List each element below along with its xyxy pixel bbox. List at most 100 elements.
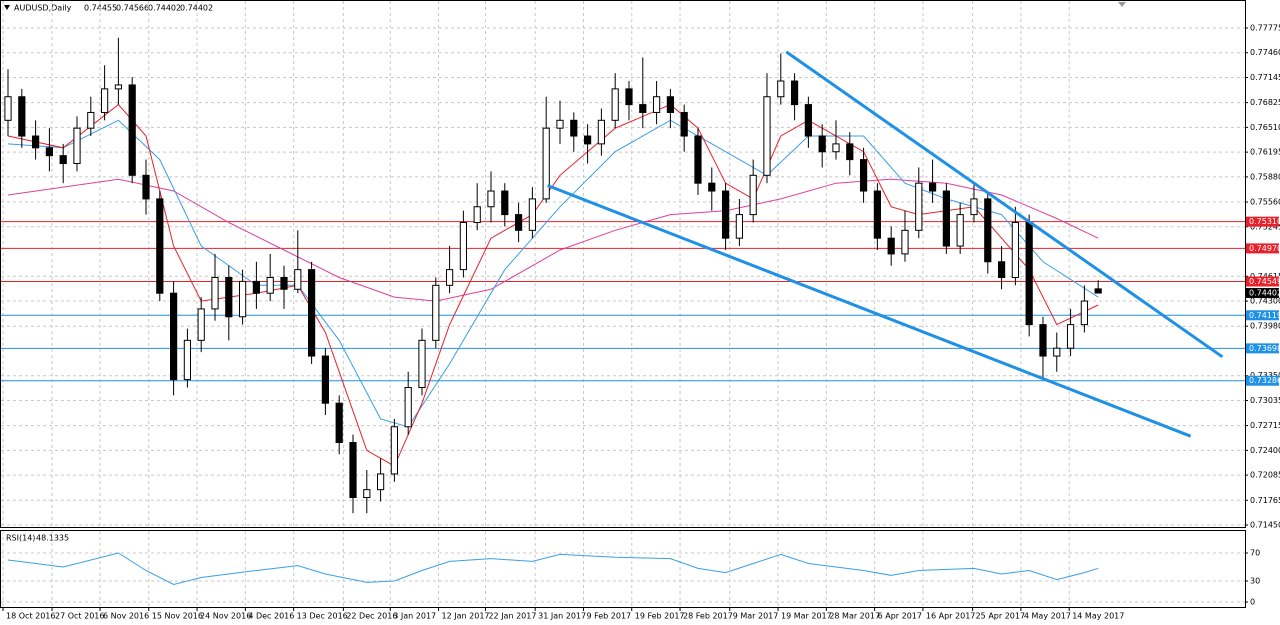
level-tag (1246, 343, 1279, 354)
y-tick-label: 0.77460 (1250, 48, 1280, 57)
candle-body (4, 96, 12, 121)
candle-body (763, 96, 771, 176)
candle-body (294, 269, 302, 290)
candle-body (970, 198, 978, 216)
candle-body (169, 292, 178, 381)
indicator-panel (0, 530, 1246, 608)
candle-body (459, 221, 467, 271)
candle-body (997, 261, 1006, 278)
candle-body (73, 127, 81, 165)
x-tick-label: 31 Jan 2017 (538, 612, 586, 621)
candle-body (445, 269, 454, 286)
x-tick-label: 3 Jan 2017 (393, 612, 436, 621)
candle-body (59, 155, 67, 165)
candle-body (708, 182, 716, 192)
candle-body (114, 84, 123, 90)
y-tick-label: 0.76195 (1250, 148, 1280, 157)
candle-body (100, 88, 109, 113)
y-tick-label: 0.71450 (1250, 521, 1280, 530)
price-tag-label: 0.74402 (1249, 289, 1280, 298)
candle-body (1053, 347, 1061, 357)
y-tick-label: 0.72715 (1250, 421, 1280, 430)
x-tick-label: 15 Nov 2016 (152, 612, 203, 621)
candle-body (528, 198, 536, 231)
moving-average (7, 178, 1099, 302)
x-tick-label: 24 Nov 2016 (200, 612, 251, 621)
candle-body (335, 402, 343, 444)
x-tick-label: 6 Nov 2016 (103, 612, 149, 621)
level-tag (1246, 216, 1279, 227)
x-tick-label: 19 Feb 2017 (635, 612, 685, 621)
y-tick-label: 0.75560 (1250, 198, 1280, 207)
level-tag (1246, 375, 1279, 386)
candle-body (1039, 324, 1047, 357)
candle-body (418, 339, 426, 388)
candle-body (915, 182, 923, 231)
candle-body (307, 269, 316, 357)
candle-body (390, 426, 398, 475)
candle-body (542, 127, 550, 200)
y-tick-label: 0.76825 (1250, 98, 1280, 107)
x-tick-label: 16 Apr 2017 (926, 612, 975, 621)
candle-body (432, 284, 440, 341)
candle-body (156, 198, 164, 294)
indicator-value: 48.1335 (36, 534, 69, 543)
menu-arrow[interactable] (4, 5, 10, 10)
indicator-line (7, 552, 1099, 586)
candle-body (321, 355, 329, 404)
candle-body (128, 84, 136, 176)
trendline (547, 184, 1192, 438)
x-tick-label: 9 Mar 2017 (733, 612, 779, 621)
x-tick-label: 28 Feb 2017 (683, 612, 733, 621)
y-tick-label: 0.77775 (1250, 23, 1280, 32)
candle-body (31, 135, 40, 149)
candle-body (666, 96, 674, 113)
candle-body (790, 80, 799, 106)
y-tick-label: 0.73980 (1250, 322, 1280, 331)
candle-body (680, 111, 688, 137)
x-tick-label: 4 May 2017 (1024, 612, 1071, 621)
y-tick-label: 0.76510 (1250, 123, 1280, 132)
candle-body (514, 214, 523, 231)
candle-body (873, 190, 881, 239)
candle-body (956, 214, 964, 247)
candle-body (887, 237, 895, 255)
indicator-title: RSI(14) (6, 534, 35, 543)
candle-body (749, 174, 757, 216)
candle-body (832, 143, 840, 153)
x-tick-label: 22 Jan 2017 (488, 612, 536, 621)
candle-body (625, 88, 633, 106)
candle-body (142, 174, 150, 200)
x-tick-label: 22 Dec 2016 (346, 612, 397, 621)
x-tick-label: 9 Feb 2017 (586, 612, 631, 621)
trendline (785, 50, 1224, 359)
level-tag (1246, 310, 1279, 321)
y-tick-label: 0.75880 (1250, 172, 1280, 181)
candle-body (501, 190, 509, 216)
candle-body (349, 442, 357, 499)
candle-body (1080, 300, 1088, 326)
candle-body (611, 88, 619, 121)
candle-body (363, 489, 371, 499)
x-tick-label: 6 Apr 2017 (878, 612, 922, 621)
x-tick-label: 25 Apr 2017 (976, 612, 1025, 621)
candle-body (652, 96, 661, 113)
x-tick-label: 12 Jan 2017 (442, 612, 490, 621)
candle-body (735, 214, 743, 239)
candle-body (597, 119, 605, 145)
candle-body (225, 276, 233, 318)
y-tick-label: 0.77145 (1250, 73, 1280, 82)
level-tag (1246, 243, 1279, 254)
level-tag (1246, 276, 1279, 287)
candle-body (280, 276, 288, 290)
moving-average (7, 119, 1099, 428)
candle-body (1011, 221, 1019, 278)
x-tick-label: 14 May 2017 (1072, 612, 1124, 621)
candle-body (694, 135, 702, 184)
candle-body (45, 147, 54, 157)
candle-body (846, 143, 854, 161)
candle-body (197, 308, 205, 341)
indicator-y-tick-label: 70 (1250, 549, 1260, 558)
chart-title: AUDUSD,Daily (14, 4, 72, 13)
candle-body (804, 104, 812, 137)
